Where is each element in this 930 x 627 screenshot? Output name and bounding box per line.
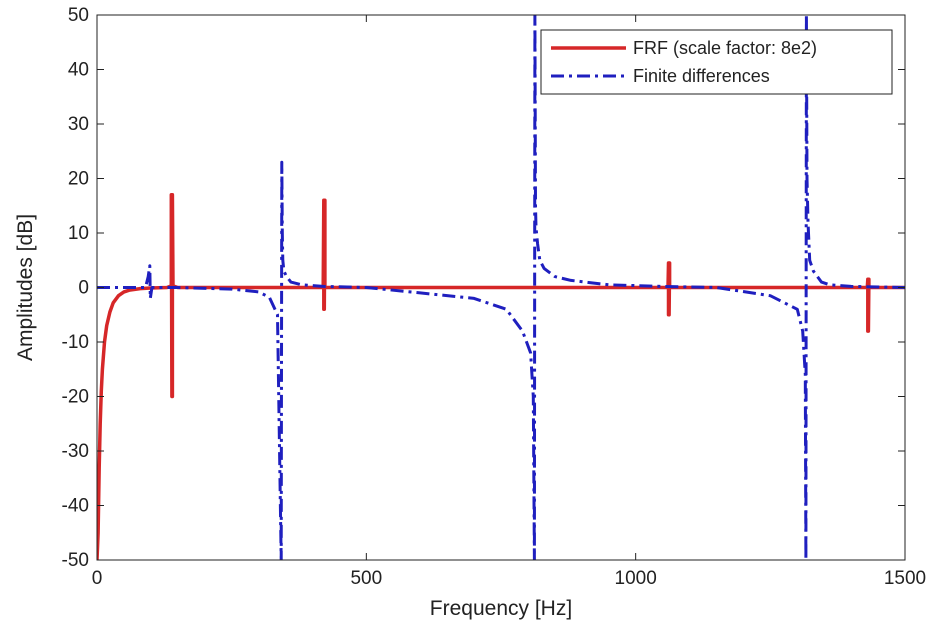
x-tick-label: 500 [350,568,382,589]
legend: FRF (scale factor: 8e2) Finite differenc… [540,29,893,95]
legend-box [540,29,893,95]
series-line-finite-differences [97,15,905,560]
y-tick-label: 20 [68,169,89,190]
y-axis-label: Amplitudes [dB] [14,214,37,361]
y-tick-label: 30 [68,114,89,135]
series-layer [97,15,905,560]
x-tick-label: 1500 [884,568,926,589]
y-tick-label: 10 [68,223,89,244]
y-tick-label: -20 [62,387,89,408]
y-tick-label: -30 [62,441,89,462]
x-axis-label: Frequency [Hz] [430,597,572,620]
y-tick-label: -40 [62,496,89,517]
ticks-layer: 0 500 1000 1500 -50 -40 -30 -20 -10 0 10 20 30 40 50 [62,5,927,589]
x-tick-label: 1000 [615,568,657,589]
series-line-frf [97,193,905,560]
y-tick-label: 40 [68,60,89,81]
y-tick-label: -50 [62,550,89,571]
y-tick-label: 50 [68,5,89,26]
legend-label-frf: FRF (scale factor: 8e2) [633,38,817,58]
y-tick-label: 0 [78,278,89,299]
x-tick-label: 0 [92,568,103,589]
y-tick-label: -10 [62,332,89,353]
legend-label-finite-differences: Finite differences [633,66,770,86]
